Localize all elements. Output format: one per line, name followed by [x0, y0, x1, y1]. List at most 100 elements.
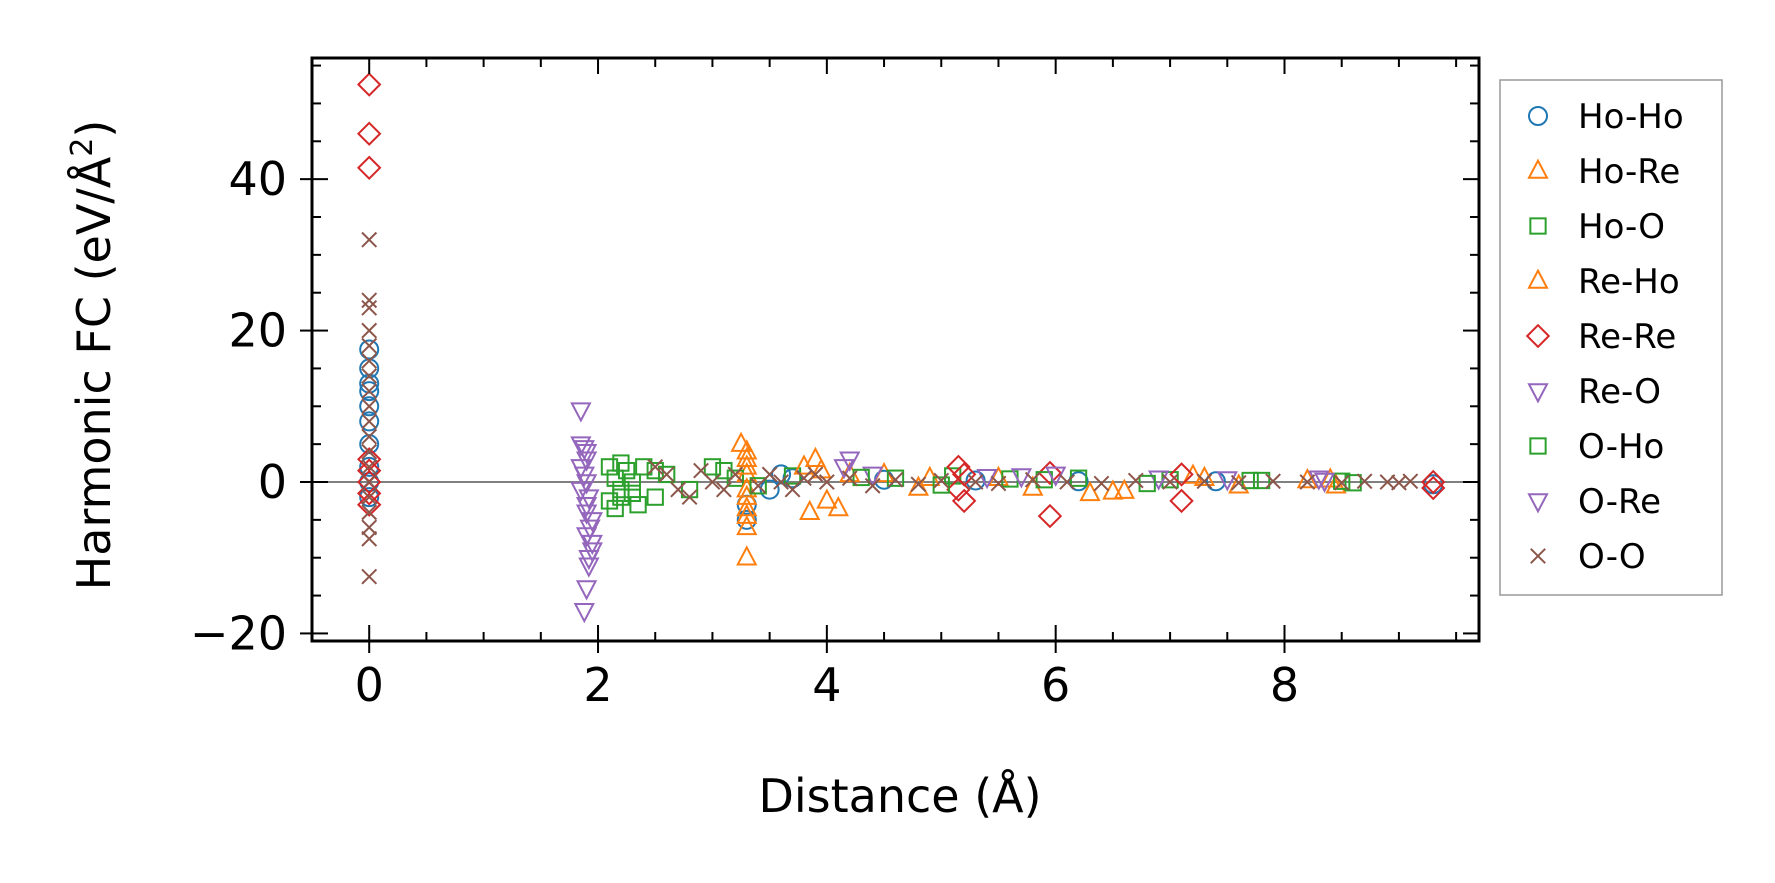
point-x — [361, 458, 378, 475]
legend-entry-label: Re-O — [1578, 372, 1661, 412]
point-triangle-up — [816, 488, 838, 509]
point-x — [361, 398, 378, 415]
point-x — [761, 466, 778, 483]
y-tick-label: 0 — [258, 455, 287, 509]
point-triangle-up — [1527, 158, 1549, 179]
point-triangle-up — [1079, 480, 1101, 502]
point-x — [773, 474, 789, 490]
series-re-re — [356, 72, 1446, 529]
point-x — [361, 504, 378, 521]
point-square — [606, 499, 624, 518]
point-square — [932, 476, 950, 494]
point-x — [704, 474, 721, 490]
legend-entry-label: Ho-O — [1578, 207, 1665, 247]
point-x — [361, 530, 378, 547]
point-x — [670, 481, 687, 498]
point-x — [910, 476, 927, 493]
point-x — [361, 352, 378, 369]
point-x — [361, 299, 378, 316]
point-triangle-up — [799, 499, 821, 521]
point-x — [361, 519, 378, 536]
axes: 0 2 4 6 8 −20 0 20 40 — [190, 56, 1481, 712]
point-triangle-down — [1527, 493, 1549, 514]
plot-area — [312, 72, 1479, 624]
point-x — [361, 428, 378, 445]
y-tick-label: 20 — [228, 304, 287, 358]
point-triangle-down — [1313, 472, 1336, 493]
point-triangle-up — [907, 475, 930, 496]
point-triangle-down — [1527, 383, 1549, 404]
point-diamond — [1037, 460, 1063, 486]
data-points — [312, 72, 1479, 624]
point-diamond — [356, 155, 382, 180]
point-x — [1196, 473, 1213, 490]
point-x — [887, 471, 904, 488]
y-tick-label: 40 — [228, 152, 287, 206]
point-triangle-up — [736, 454, 758, 475]
point-x — [933, 472, 950, 489]
point-square — [629, 496, 647, 514]
legend-entry-label: O-Ho — [1578, 427, 1664, 467]
point-circle — [359, 472, 380, 492]
x-tick-label: 6 — [1041, 658, 1070, 712]
point-x — [681, 489, 698, 506]
point-square — [635, 458, 653, 476]
point-x — [361, 413, 378, 430]
point-diamond — [946, 477, 971, 502]
point-triangle-up — [1113, 478, 1135, 499]
point-x — [990, 475, 1007, 492]
plot-frame — [310, 56, 1481, 643]
x-tick-label: 2 — [583, 658, 612, 712]
point-x — [807, 466, 824, 483]
point-triangle-down — [1216, 471, 1238, 492]
point-x — [1127, 472, 1144, 489]
point-x — [1162, 474, 1178, 490]
point-square — [783, 467, 802, 485]
point-triangle-down — [570, 402, 592, 423]
point-x — [1356, 473, 1373, 490]
point-circle — [359, 411, 380, 432]
legend-entry-label: Ho-Re — [1578, 152, 1680, 192]
point-x — [841, 470, 858, 487]
point-square — [623, 473, 642, 491]
legend-entry-label: Re-Re — [1578, 317, 1676, 357]
point-circle — [736, 509, 757, 530]
point-diamond — [1169, 488, 1194, 514]
point-x — [796, 470, 812, 487]
point-x — [361, 337, 378, 354]
point-triangle-up — [736, 514, 758, 536]
point-circle — [359, 381, 380, 402]
point-square — [600, 458, 619, 476]
x-tick-label: 8 — [1270, 658, 1299, 712]
point-diamond — [1421, 475, 1446, 501]
point-x — [1265, 473, 1281, 490]
point-circle — [359, 434, 380, 455]
point-triangle-down — [575, 580, 598, 601]
point-circle — [359, 487, 380, 508]
point-x — [1402, 473, 1419, 490]
point-square — [749, 477, 767, 495]
x-tick-label: 0 — [355, 658, 384, 712]
point-x — [1299, 474, 1316, 490]
point-triangle-down — [1010, 468, 1033, 489]
point-diamond — [1421, 469, 1446, 495]
point-circle — [1528, 106, 1548, 126]
legend-entry-label: O-Re — [1578, 482, 1661, 522]
point-diamond — [356, 492, 382, 517]
point-triangle-up — [804, 446, 827, 468]
point-x — [715, 481, 732, 498]
point-square — [646, 488, 664, 506]
point-x — [361, 474, 378, 490]
point-diamond — [951, 488, 977, 514]
point-x — [658, 466, 675, 483]
point-square — [1035, 471, 1053, 489]
point-x — [1530, 548, 1546, 564]
point-x — [1333, 474, 1350, 491]
legend-entry-label: Re-Ho — [1578, 262, 1680, 302]
point-square — [1252, 471, 1271, 490]
point-triangle-down — [579, 519, 601, 540]
point-diamond — [1037, 503, 1063, 529]
point-triangle-down — [833, 459, 855, 480]
point-triangle-down — [578, 557, 600, 578]
point-x — [361, 231, 378, 248]
